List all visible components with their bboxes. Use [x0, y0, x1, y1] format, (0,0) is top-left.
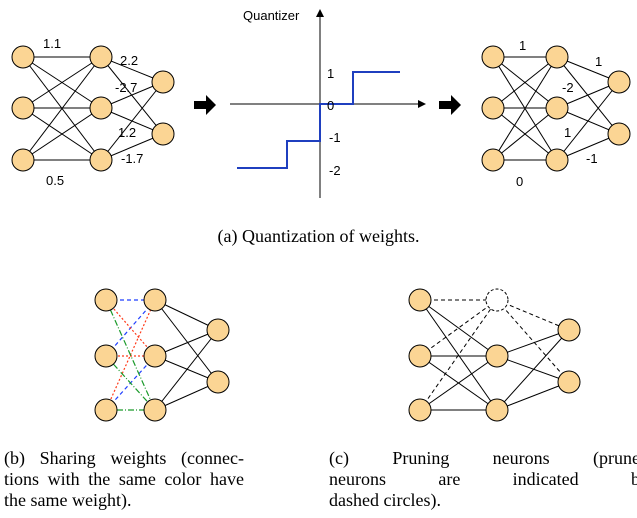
weight-label: 1.2 [118, 125, 136, 140]
pruned-connections [419, 299, 570, 411]
weight-label: -1 [586, 151, 598, 166]
tick-label: 1 [327, 66, 334, 81]
panel-c-nodes [408, 288, 581, 422]
node [11, 96, 35, 120]
weight-label: 2.2 [120, 53, 138, 68]
weight-label: 0.5 [46, 173, 64, 188]
node [94, 398, 118, 422]
node [11, 45, 35, 69]
panel-b-nodes [94, 288, 230, 422]
shared-connection-green [105, 299, 156, 411]
caption-b-line: (b) Sharing weights (connec- [4, 448, 244, 468]
node [481, 96, 505, 120]
left-network-nodes [11, 45, 175, 172]
weight-label: 1 [595, 54, 602, 69]
node [545, 45, 569, 69]
node [485, 344, 509, 368]
caption-c: (c) Pruning neurons (pruned neurons are … [329, 448, 637, 511]
node [557, 318, 581, 342]
caption-c-line: neurons are indicated by [329, 469, 637, 489]
node [408, 288, 432, 312]
node [89, 96, 113, 120]
caption-c-line: dashed circles). [329, 490, 441, 510]
weight-label: -1.7 [121, 151, 143, 166]
quantizer-title: Quantizer [243, 8, 300, 23]
node [89, 148, 113, 172]
tick-label: -2 [329, 163, 341, 178]
node [408, 398, 432, 422]
node [557, 370, 581, 394]
kept-connections [419, 299, 570, 411]
shared-connection-red [105, 299, 156, 357]
weight-label: 1 [519, 38, 526, 53]
quantizer-step-curve [237, 71, 400, 169]
node [408, 344, 432, 368]
tick-label: -1 [329, 130, 341, 145]
caption-c-line: (c) Pruning neurons (pruned [329, 448, 637, 468]
node [143, 344, 167, 368]
node [151, 122, 175, 146]
node [545, 148, 569, 172]
arrow-icon [439, 95, 461, 115]
node [206, 318, 230, 342]
caption-a: (a) Quantization of weights. [217, 226, 420, 246]
weight-label: -2 [562, 80, 574, 95]
node [607, 70, 631, 94]
node [481, 148, 505, 172]
caption-b-line: tions with the same color have [4, 469, 244, 489]
node [485, 398, 509, 422]
node [206, 370, 230, 394]
arrow-icon [194, 95, 216, 115]
node [11, 148, 35, 172]
node [481, 45, 505, 69]
node [151, 70, 175, 94]
node [89, 45, 113, 69]
node [94, 288, 118, 312]
right-network-nodes [481, 45, 631, 172]
caption-b-line: the same weight). [4, 490, 132, 510]
weight-label: -2.7 [115, 80, 137, 95]
node [143, 288, 167, 312]
node [607, 122, 631, 146]
tick-label: 0 [327, 98, 334, 113]
weight-label: 0 [516, 174, 523, 189]
pruned-neuron [485, 288, 509, 312]
caption-b: (b) Sharing weights (connec- tions with … [4, 448, 244, 511]
shared-connection-green [105, 355, 156, 411]
weight-label: 1.1 [43, 36, 61, 51]
node [143, 398, 167, 422]
node [94, 344, 118, 368]
quantizer-plot [230, 9, 426, 198]
weight-label: 1 [564, 125, 571, 140]
node [545, 96, 569, 120]
